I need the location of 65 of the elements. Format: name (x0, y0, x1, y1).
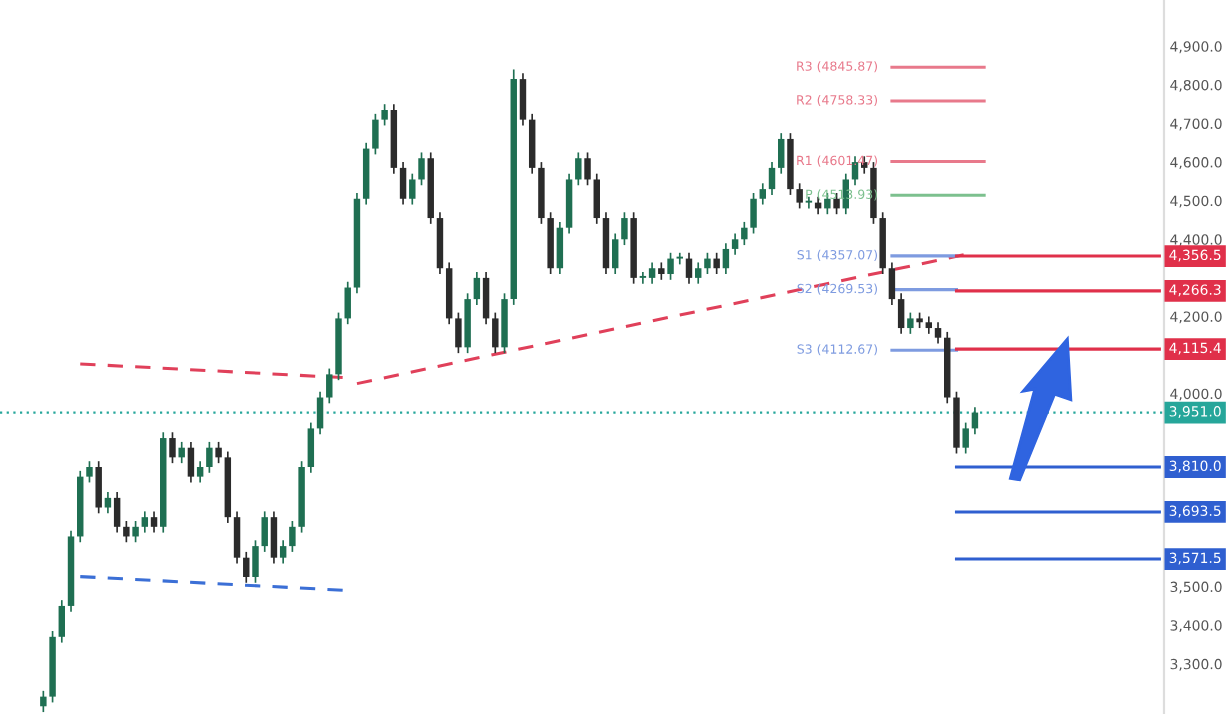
candlestick (796, 182, 803, 210)
candlestick (58, 599, 66, 644)
candlestick (759, 182, 767, 206)
candlestick (962, 421, 969, 455)
candlestick (178, 441, 185, 464)
candlestick (372, 113, 379, 156)
candlestick (95, 460, 102, 515)
candlestick (907, 311, 914, 335)
candlestick (888, 261, 896, 306)
candlestick (741, 221, 748, 246)
candlestick (326, 367, 333, 405)
candlestick (778, 132, 785, 175)
candlestick (196, 460, 204, 484)
candlestick (731, 232, 739, 256)
candlestick (768, 161, 776, 196)
candlestick (473, 271, 481, 306)
candlestick (934, 321, 942, 345)
candlestick (381, 103, 388, 127)
candlestick (575, 151, 582, 187)
candlestick (409, 172, 416, 206)
candlestick (519, 72, 527, 127)
candlestick (399, 161, 407, 206)
candlestick (86, 460, 93, 484)
candlestick (750, 192, 757, 235)
candlestick (492, 311, 499, 354)
candlestick (150, 510, 158, 534)
candlestick (104, 491, 112, 515)
candlestick (169, 431, 176, 464)
candlestick (123, 520, 130, 544)
candlestick (279, 539, 287, 565)
candlestick (233, 510, 241, 565)
candlestick (556, 221, 564, 275)
candlestick (141, 510, 149, 534)
candlestick (685, 251, 693, 285)
candlestick (482, 271, 490, 326)
candlestick (648, 261, 656, 285)
candlestick (584, 151, 591, 187)
candlestick (316, 390, 324, 436)
candlestick (897, 292, 905, 335)
candlestick (704, 251, 711, 275)
candlestick (289, 520, 296, 553)
candlestick (215, 441, 222, 464)
candlestick (676, 251, 683, 266)
candlestick (307, 421, 315, 474)
candlestick (206, 441, 213, 474)
candlestick (187, 441, 195, 484)
candlestick (261, 510, 268, 553)
candlestick (713, 251, 720, 275)
candlestick (252, 539, 259, 584)
candlestick (418, 151, 425, 187)
candlestick (344, 280, 351, 326)
candlestick (722, 242, 730, 275)
candlestick (132, 520, 139, 544)
candlestick (805, 195, 813, 210)
candlestick (621, 211, 628, 246)
candlestick (667, 251, 674, 281)
candlestick (40, 690, 47, 713)
candlestick (113, 491, 121, 534)
candlestick (639, 271, 647, 285)
candlestick (593, 172, 600, 225)
candlestick (611, 232, 619, 275)
candlestick (243, 551, 250, 584)
candlestick (455, 311, 462, 354)
candlestick (270, 510, 278, 565)
candlestick (694, 261, 702, 285)
